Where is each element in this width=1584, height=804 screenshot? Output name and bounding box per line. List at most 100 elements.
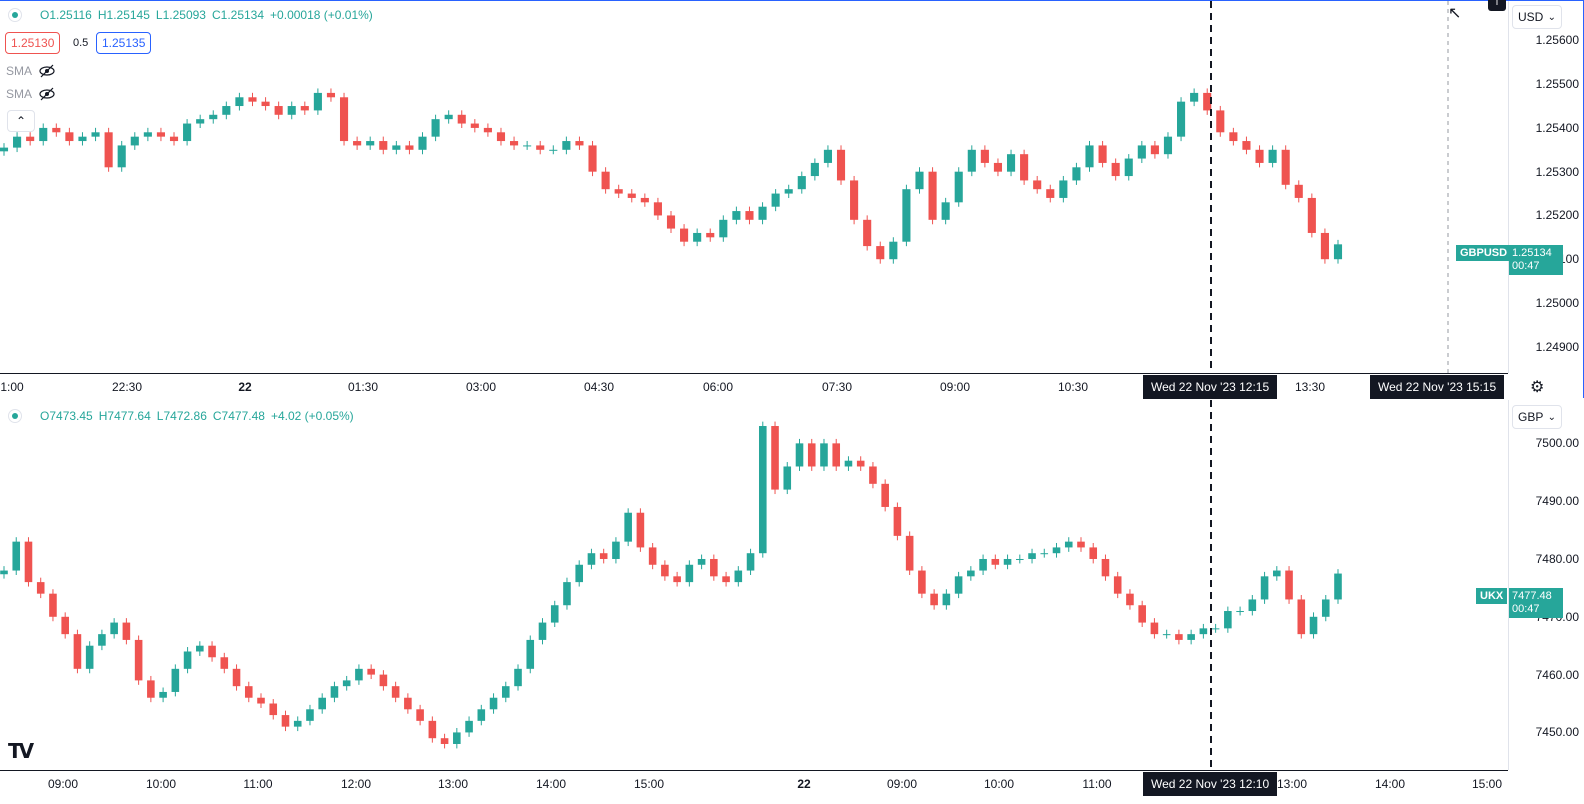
time-tick-label: 14:00	[1374, 777, 1406, 791]
candle	[869, 462, 877, 489]
candle-body	[587, 553, 596, 565]
candle-body	[318, 697, 326, 710]
time-tick-label: 14:00	[535, 777, 567, 791]
candle-body	[274, 106, 283, 115]
candle-body	[930, 593, 938, 606]
tradingview-logo[interactable]: TV	[8, 739, 34, 763]
candle	[156, 127, 165, 142]
candle	[820, 438, 828, 471]
ukx-candles[interactable]	[0, 400, 1508, 770]
candle-body	[26, 136, 35, 142]
candle	[379, 670, 388, 691]
candle-body	[52, 127, 61, 133]
candle-body	[1224, 611, 1232, 629]
candle	[1163, 132, 1173, 159]
candle	[575, 560, 584, 587]
candle-body	[428, 720, 437, 739]
candle	[1020, 149, 1029, 185]
candle	[1309, 612, 1318, 639]
currency-select[interactable]: USD ⌄	[1512, 5, 1562, 29]
ukx-price-axis[interactable]: 7500.007490.007480.007470.007460.007450.…	[1508, 400, 1584, 770]
eye-hidden-icon[interactable]	[38, 64, 56, 78]
candle	[550, 600, 559, 628]
info-icon[interactable]: i	[1488, 0, 1506, 11]
candle	[902, 184, 911, 247]
candle	[758, 202, 767, 225]
candle	[313, 88, 322, 115]
sma-indicator-2[interactable]: SMA	[6, 87, 56, 101]
ukx-pane[interactable]: O7473.45 H7477.64 L7472.86 C7477.48 +4.0…	[0, 400, 1584, 803]
time-tick-label: 04:30	[583, 380, 615, 394]
candle	[1089, 542, 1098, 564]
collapse-indicators-button[interactable]: ⌃	[7, 110, 35, 132]
candle-body	[24, 541, 33, 583]
buy-price-button[interactable]: 1.25135	[96, 32, 152, 54]
candle	[881, 479, 889, 512]
candle	[171, 664, 180, 697]
high-value: 1.25145	[106, 8, 150, 22]
candle-body	[685, 564, 694, 583]
currency-select[interactable]: GBP ⌄	[1512, 405, 1562, 429]
candle	[222, 101, 231, 120]
candle-body	[991, 558, 1000, 565]
gbpusd-time-axis[interactable]: 13:30 10:30 09:00 07:30 06:00 04:30 03:00 01:30…	[0, 373, 1508, 400]
candle	[1334, 569, 1342, 604]
time-tick-label: 06:00	[702, 380, 734, 394]
time-tick-label: 1:00	[0, 380, 24, 394]
candle	[928, 167, 937, 225]
candle	[832, 438, 841, 471]
currency-label: GBP	[1518, 410, 1544, 424]
candle-body	[330, 686, 339, 698]
chevron-down-icon: ⌄	[1547, 11, 1556, 23]
candle	[536, 140, 545, 155]
candle	[575, 136, 584, 150]
time-tick-label: 15:00	[633, 777, 665, 791]
sma-indicator-1[interactable]: SMA	[6, 64, 56, 78]
candle-body	[889, 241, 898, 260]
candle	[1321, 595, 1330, 622]
candle	[918, 566, 926, 599]
time-tick-label: 15:00	[1471, 777, 1503, 791]
candle	[501, 681, 510, 703]
gbpusd-price-axis[interactable]: 1.25600 1.25500 1.25400 1.25300 1.25200 1.251…	[1508, 1, 1584, 373]
crosshair-time-label: Wed 22 Nov '23 12:15	[1143, 375, 1278, 399]
candle-body	[220, 657, 229, 669]
candle-body	[12, 541, 21, 571]
candle-body	[392, 145, 401, 150]
candle	[65, 127, 74, 146]
candle	[1175, 629, 1183, 645]
candle-body	[457, 114, 466, 124]
candle	[614, 184, 623, 199]
candle	[1162, 629, 1171, 639]
gbpusd-candles[interactable]	[0, 1, 1508, 373]
candle	[306, 704, 314, 726]
candle-body	[993, 162, 1003, 172]
sell-price-button[interactable]: 1.25130	[5, 32, 61, 54]
candle-body	[928, 171, 937, 220]
candle-body	[697, 558, 706, 565]
candle	[0, 566, 8, 579]
candle	[810, 158, 819, 181]
candle-body	[143, 132, 152, 137]
candle-body	[820, 443, 828, 467]
time-tick-label: 22	[797, 777, 811, 791]
visibility-dot-icon[interactable]	[8, 8, 22, 22]
settings-gear-icon[interactable]: ⚙	[1530, 379, 1545, 396]
candle	[183, 647, 192, 674]
candle-body	[614, 189, 623, 194]
candle-body	[1203, 92, 1212, 111]
visibility-dot-icon[interactable]	[8, 409, 22, 423]
candle	[1072, 162, 1081, 185]
gbpusd-pane[interactable]: O1.25116 H1.25145 L1.25093 C1.25134 +0.0…	[0, 0, 1584, 400]
candle	[122, 618, 131, 645]
candle	[795, 438, 804, 471]
candle	[941, 197, 950, 225]
time-tick-label: 13:00	[437, 777, 469, 791]
candle	[49, 589, 57, 622]
ukx-time-axis[interactable]: 15:00 14:00 13:00 11:00 10:00 09:00 22 15:00 14:…	[0, 770, 1508, 804]
candle	[979, 554, 987, 575]
eye-hidden-icon[interactable]	[38, 87, 56, 101]
candle	[244, 681, 253, 703]
candle-body	[758, 426, 767, 554]
candle	[680, 224, 689, 247]
